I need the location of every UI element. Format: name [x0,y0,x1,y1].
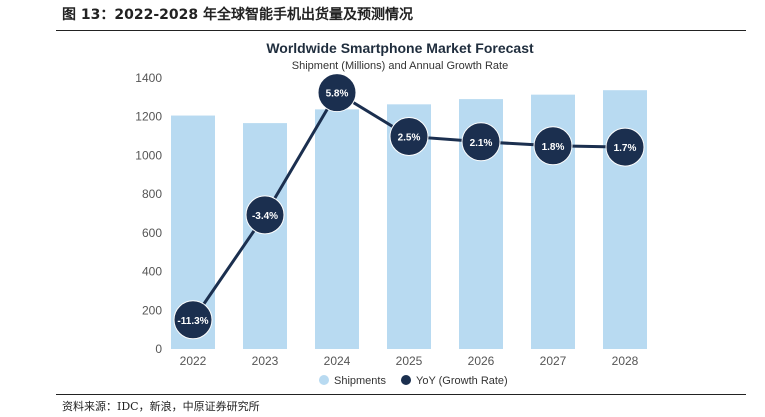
legend: Shipments YoY (Growth Rate) [319,375,508,387]
growth-point-marker [389,116,429,156]
legend-label-shipments: Shipments [334,375,386,387]
growth-point-label: 2.5% [398,132,421,143]
growth-point-label: -3.4% [252,211,278,222]
bar-shipments [315,109,359,349]
legend-swatch-yoy [401,375,411,385]
line-series: -11.3% -3.4% 5.8% 2.5% 2.1% 1.8% 1.7% [173,73,645,340]
y-tick-label: 600 [142,226,162,240]
source-note: 资料来源：IDC，新浪，中原证券研究所 [62,400,260,413]
growth-point-label: 2.1% [470,138,493,149]
legend-label-yoy: YoY (Growth Rate) [416,375,508,387]
y-tick-label: 400 [142,265,162,279]
growth-point-marker [245,195,285,235]
growth-point-label: 1.8% [542,142,565,153]
growth-point-label: 1.7% [614,143,637,154]
x-tick-label: 2025 [396,354,423,368]
y-axis: 0 200 400 600 800 1000 1200 1400 [135,71,162,356]
chart-title: Worldwide Smartphone Market Forecast [266,40,534,56]
growth-point-label: 5.8% [326,89,349,100]
chart-subtitle: Shipment (Millions) and Annual Growth Ra… [292,60,508,72]
growth-point-marker [317,73,357,113]
x-tick-label: 2023 [252,354,279,368]
y-tick-label: 0 [155,342,162,356]
y-tick-label: 1000 [135,148,162,162]
y-tick-label: 1400 [135,71,162,85]
growth-point-marker [173,300,213,340]
x-tick-label: 2022 [180,354,207,368]
y-tick-label: 200 [142,303,162,317]
x-axis: 2022 2023 2024 2025 2026 2027 2028 [180,354,639,368]
growth-point-marker [605,127,645,167]
x-tick-label: 2026 [468,354,495,368]
x-tick-label: 2024 [324,354,351,368]
y-tick-label: 800 [142,187,162,201]
top-divider [56,30,746,31]
legend-swatch-shipments [319,375,329,385]
growth-point-marker [533,126,573,166]
growth-point-label: -11.3% [177,316,208,327]
x-tick-label: 2028 [612,354,639,368]
figure-caption: 图 13：2022-2028 年全球智能手机出货量及预测情况 [62,7,413,23]
x-tick-label: 2027 [540,354,567,368]
y-tick-label: 1200 [135,110,162,124]
growth-point-marker [461,122,501,162]
bottom-divider [56,394,746,395]
